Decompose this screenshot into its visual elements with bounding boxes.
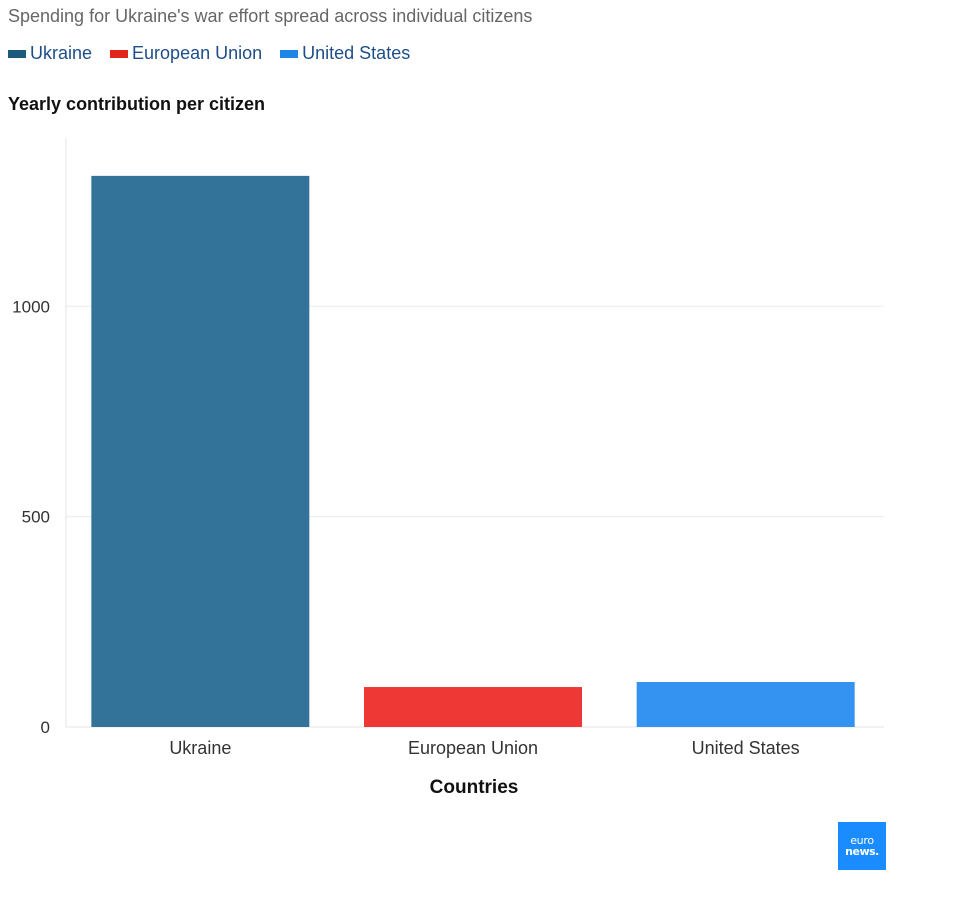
legend: Ukraine European Union United States bbox=[8, 43, 410, 64]
x-tick-label-ukraine: Ukraine bbox=[169, 738, 231, 758]
legend-swatch-european-union bbox=[110, 49, 129, 58]
x-tick-label-united-states: United States bbox=[692, 738, 800, 758]
bar-united-states bbox=[636, 681, 855, 727]
chart-subtitle: Spending for Ukraine's war effort spread… bbox=[8, 6, 533, 26]
logo-line-2: news. bbox=[845, 845, 879, 858]
legend-item-european-union[interactable]: European Union bbox=[110, 43, 262, 64]
legend-item-united-states[interactable]: United States bbox=[280, 43, 410, 64]
y-tick-label-1000: 1000 bbox=[12, 297, 50, 316]
bar-ukraine bbox=[91, 175, 310, 728]
legend-item-ukraine[interactable]: Ukraine bbox=[8, 43, 92, 64]
y-tick-label-500: 500 bbox=[22, 508, 50, 527]
y-tick-label-0: 0 bbox=[41, 718, 50, 737]
legend-label-ukraine: Ukraine bbox=[30, 43, 93, 63]
legend-label-united-states: United States bbox=[302, 43, 411, 63]
x-tick-label-european-union: European Union bbox=[408, 738, 538, 758]
logo-line-1: euro bbox=[850, 834, 874, 847]
legend-swatch-united-states bbox=[280, 49, 299, 58]
chart-title: Yearly contribution per citizen bbox=[8, 94, 266, 114]
euronews-logo: euro news. bbox=[838, 822, 886, 870]
legend-swatch-ukraine bbox=[8, 49, 26, 58]
legend-label-european-union: European Union bbox=[132, 43, 263, 63]
x-axis-title: Countries bbox=[430, 777, 519, 798]
bar-european-union bbox=[364, 687, 582, 727]
